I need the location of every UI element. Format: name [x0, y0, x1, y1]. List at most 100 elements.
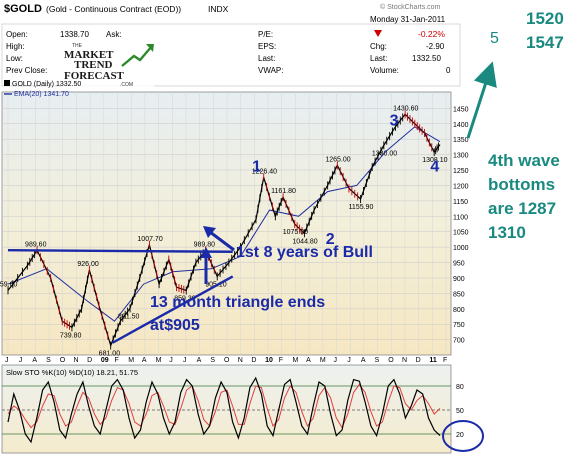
price-y-tick: 1400: [453, 122, 469, 129]
fourth-wave-line1: 4th wave: [488, 151, 560, 170]
x-tick-label: J: [347, 357, 351, 364]
last-label: Last:: [370, 54, 387, 63]
price-label: 1330.00: [372, 150, 397, 157]
triangle-lower-line: [112, 275, 234, 344]
price-y-tick: 750: [453, 322, 465, 329]
open-label: Open:: [6, 30, 28, 39]
logo-arrowhead-icon: [146, 44, 154, 52]
bull-label: 1st 8 years of Bull: [236, 244, 373, 261]
price-label: 1161.80: [271, 188, 296, 195]
x-tick-label: M: [292, 357, 298, 364]
price-y-tick: 1350: [453, 137, 469, 144]
price-label: 926.00: [77, 261, 99, 268]
price-y-tick: 1250: [453, 168, 469, 175]
stochastic-k-line: [7, 376, 441, 444]
fourth-wave-line3: are 1287: [488, 199, 556, 218]
stochastic-y-tick: 50: [456, 408, 464, 415]
price-y-tick: 1000: [453, 245, 469, 252]
description: (Gold - Continuous Contract (EOD)): [46, 4, 181, 14]
x-tick-label: M: [128, 357, 134, 364]
x-tick-label: A: [361, 357, 366, 364]
price-grid: [2, 92, 451, 355]
vwap-label: VWAP:: [258, 66, 283, 75]
legend-gold: GOLD (Daily) 1332.50: [12, 81, 81, 88]
x-tick-label: J: [334, 357, 338, 364]
logo-line1: THE: [72, 43, 83, 49]
stochastic-y-tick: 20: [456, 432, 464, 439]
x-tick-label: S: [210, 357, 215, 364]
oversold-circle: [442, 420, 484, 452]
bull-arrow-shaft: [209, 230, 235, 252]
x-tick-label: J: [169, 357, 173, 364]
x-tick-label: N: [238, 357, 243, 364]
price-y-tick: 900: [453, 276, 465, 283]
last-label-mid: Last:: [258, 54, 275, 63]
x-tick-label: 11: [429, 357, 437, 364]
price-label: 1075.00: [283, 229, 308, 236]
x-tick-label: J: [5, 357, 9, 364]
x-tick-label: D: [87, 357, 92, 364]
triangle-upper-line: [7, 249, 233, 253]
wave5-label: 5: [490, 30, 499, 47]
price-y-tick: 850: [453, 291, 465, 298]
x-tick-label: A: [197, 357, 202, 364]
x-tick-label: M: [156, 357, 162, 364]
x-tick-label: J: [19, 357, 23, 364]
eps-label: EPS:: [258, 42, 276, 51]
wave5-target-2: 1547: [526, 33, 564, 52]
wave-label: 4: [430, 159, 439, 176]
x-tick-label: J: [183, 357, 187, 364]
high-label: High:: [6, 42, 25, 51]
price-label: 989.80: [194, 241, 216, 248]
legend-ema: EMA(20) 1341.70: [14, 91, 69, 98]
chg-value: -2.90: [426, 42, 445, 51]
x-tick-label: D: [251, 357, 256, 364]
triangle-arrowhead-icon: [200, 247, 212, 258]
x-tick-label: N: [73, 357, 78, 364]
logo-arrow-icon: [121, 45, 153, 67]
x-tick-label: S: [46, 357, 51, 364]
price-y-axis: 700 750 800 850 900 950 1000 1050 1100 1150 1200 12…: [453, 106, 469, 344]
price-y-tick: 1300: [453, 153, 469, 160]
price-y-tick: 700: [453, 338, 465, 345]
market-trend-forecast-logo: THE MARKET TREND FORECAST .COM: [62, 40, 154, 92]
exchange: INDX: [208, 4, 229, 14]
ask-label: Ask:: [106, 30, 122, 39]
price-label: 801.50: [118, 313, 140, 320]
wave-labels: 1 2 3 4: [252, 112, 439, 248]
price-label: 1226.40: [252, 168, 277, 175]
logo-line2: MARKET: [64, 49, 114, 61]
x-tick-label: F: [279, 357, 283, 364]
triangle-label-line1: 13 month triangle ends: [150, 294, 325, 311]
price-label: 989.60: [25, 241, 47, 248]
prev-close-label: Prev Close:: [6, 66, 47, 75]
price-label: 1155.90: [349, 204, 374, 211]
price-y-tick: 1100: [453, 214, 468, 221]
change-pct: -0.22%: [418, 29, 445, 39]
watermark: © StockCharts.com: [380, 3, 441, 11]
price-y-tick: 1450: [453, 106, 469, 113]
price-label: 681.00: [99, 351, 121, 358]
x-tick-label: O: [60, 357, 66, 364]
last-value: 1332.50: [412, 54, 441, 63]
stochastic-panel: [1, 364, 452, 454]
price-label: 1265.00: [325, 156, 350, 163]
price-y-tick: 1050: [453, 230, 469, 237]
price-label: 1007.70: [137, 236, 162, 243]
price-label: 859.30: [174, 296, 196, 303]
price-label: 859.60: [0, 281, 18, 288]
price-y-tick: 1150: [453, 199, 468, 206]
wave5-arrow: [466, 61, 497, 139]
price-y-tick: 1200: [453, 183, 469, 190]
x-tick-label: 10: [265, 357, 273, 364]
wave-label: 2: [326, 231, 335, 248]
bull-arrowhead-icon: [203, 226, 216, 238]
volume-label: Volume:: [370, 66, 399, 75]
x-axis: J J A S O N D 09 F M A M J J A S O N D 10 F M A M J J A S O N D 11 F: [5, 357, 447, 364]
date-label: Monday 31-Jan-2011: [370, 15, 446, 24]
fourth-wave-line4: 1310: [488, 223, 526, 242]
wave-label: 3: [390, 112, 399, 129]
logo-line3: TREND: [74, 59, 113, 71]
x-tick-label: A: [32, 357, 37, 364]
